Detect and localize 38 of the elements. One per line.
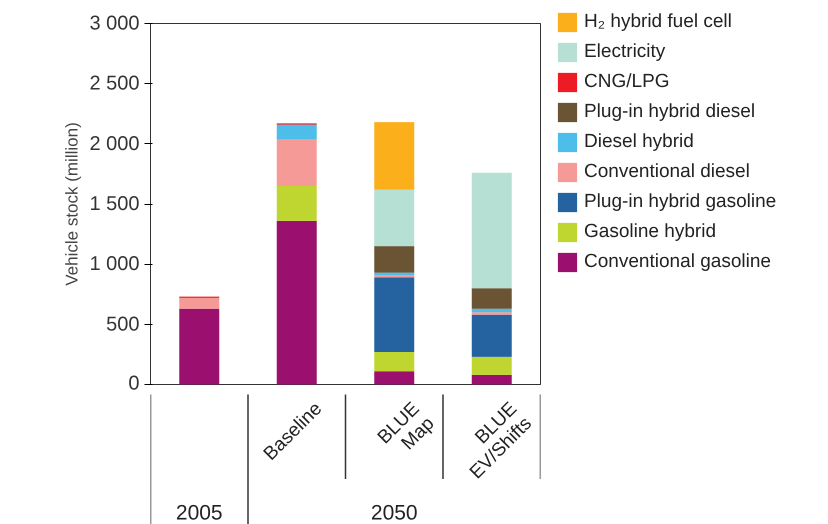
y-tick-label: 3 000 (89, 12, 140, 34)
bar (472, 356, 512, 375)
y-tick-label: 1 000 (89, 253, 140, 276)
bar (276, 139, 317, 186)
y-tick-label: 500 (106, 313, 140, 336)
y-tick-label: 2 500 (89, 72, 140, 95)
bar (179, 308, 220, 384)
bar (276, 124, 317, 140)
bar (472, 288, 512, 309)
bar (374, 371, 414, 384)
legend-label: Diesel hybrid (584, 131, 694, 153)
legend-label: CNG/LPG (584, 71, 670, 93)
text: 2005 (176, 501, 223, 524)
bar (276, 186, 317, 221)
bar (374, 190, 414, 246)
bar (472, 308, 512, 312)
legend-label: Conventional gasoline (584, 251, 771, 273)
bar (179, 298, 220, 309)
legend-label: Plug-in hybrid diesel (584, 101, 756, 123)
bar (374, 122, 414, 190)
legend-label: Electricity (584, 41, 666, 63)
legend-label: H₂ hybrid fuel cell (584, 11, 732, 33)
bar (374, 352, 414, 372)
bar (472, 374, 512, 384)
y-axis-title: Vehicle stock (million) (62, 122, 82, 286)
bar (374, 246, 414, 273)
y-tick-label: 2 000 (89, 132, 140, 155)
bar (374, 274, 414, 278)
bar (374, 277, 414, 352)
legend-label: Conventional diesel (584, 161, 750, 183)
y-tick-label: 1 500 (89, 193, 140, 215)
bar (472, 172, 512, 288)
legend-label: Plug-in hybrid gasoline (584, 191, 776, 213)
legend-label: Gasoline hybrid (584, 221, 716, 243)
y-tick-label: 0 (128, 372, 140, 394)
bar (276, 220, 317, 384)
bar (472, 314, 512, 357)
text: 2050 (370, 501, 418, 524)
